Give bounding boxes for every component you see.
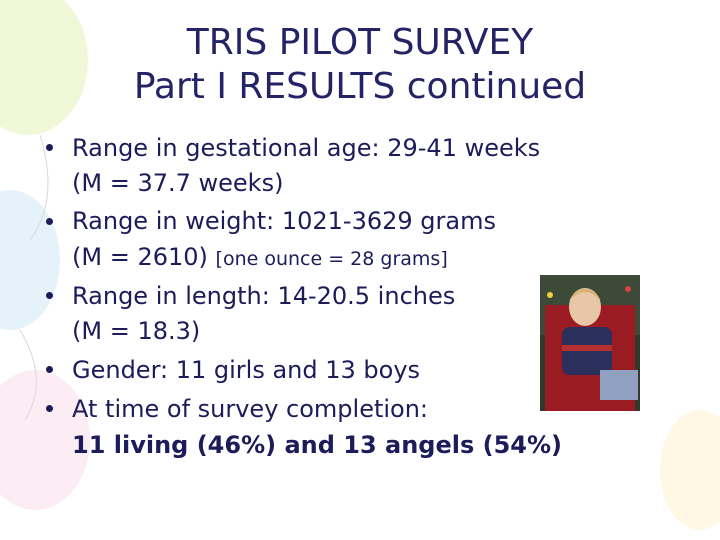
bullet <box>46 218 53 225</box>
bullet <box>46 292 53 299</box>
bullet-text: Range in weight: 1021-3629 grams <box>72 207 496 235</box>
bullet-text: (M = 2610) <box>72 243 208 271</box>
bullet-text: (M = 37.7 weeks) <box>72 169 284 197</box>
title-line: TRIS PILOT SURVEY <box>186 22 534 63</box>
child-photo <box>540 275 640 411</box>
bullet-note: [one ounce = 28 grams] <box>215 248 448 270</box>
bullet-text: Range in length: 14-20.5 inches <box>72 282 456 310</box>
title-line: Part I RESULTS continued <box>133 66 587 107</box>
bullet-text: (M = 18.3) <box>72 317 201 345</box>
bullet-text: Range in gestational age: 29-41 weeks <box>72 134 541 162</box>
bullet <box>46 405 53 412</box>
bullet-text-row: (M = 2610) [one ounce = 28 grams] <box>72 245 448 269</box>
bullet-text: At time of survey completion: <box>72 395 429 423</box>
bullet-text: Gender: 11 girls and 13 boys <box>72 356 421 384</box>
bullet-text: 11 living (46%) and 13 angels (54%) <box>72 431 562 459</box>
bullet <box>46 366 53 373</box>
bullet <box>46 144 53 151</box>
